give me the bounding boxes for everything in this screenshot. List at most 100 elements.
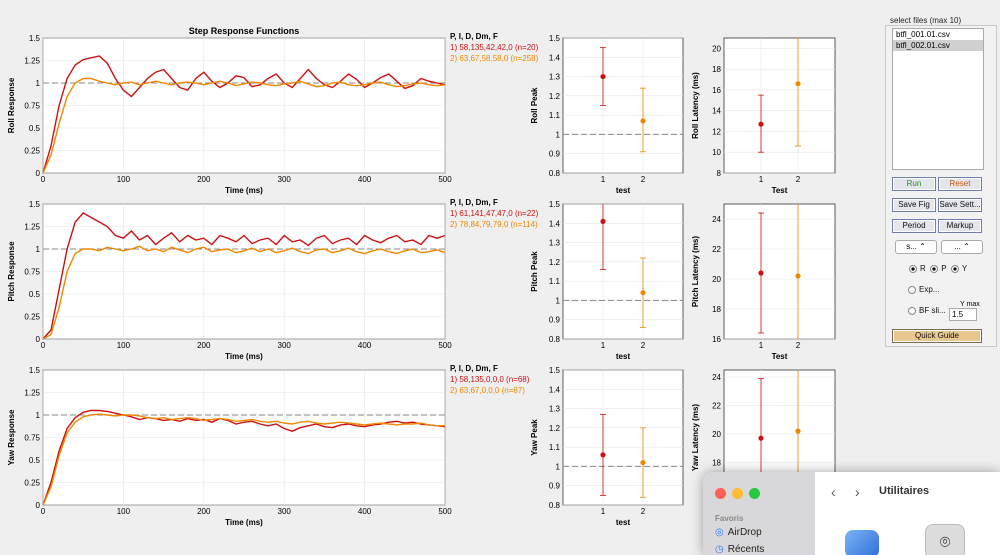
- plot-area: [723, 203, 836, 340]
- data-point: [795, 428, 801, 434]
- finder-content: ‹ › Utilitaires ⌾: [815, 472, 1000, 555]
- data-point: [600, 218, 606, 224]
- x-tick-label: 500: [438, 341, 452, 350]
- step-response-chart: 0 100 200 300 400 500 0 0.25 0.5 0.75 1 1.25 1.5 1) 5…: [7, 364, 530, 527]
- y-tick-label: 0.25: [24, 313, 40, 322]
- finder-window: Favoris ◎ AirDrop ◷ Récents ‹ › Utilitaire…: [703, 472, 1000, 555]
- y-tick-label: 1: [36, 245, 41, 254]
- x-tick-label: 2: [641, 507, 646, 516]
- y-tick-label: 0.5: [29, 456, 41, 465]
- y-axis-label: Roll Response: [7, 77, 16, 133]
- period-button[interactable]: Period: [892, 219, 936, 233]
- data-point: [758, 270, 764, 276]
- y-tick-label: 0.75: [24, 434, 40, 443]
- error-bar-chart: 16 18 20 22 24 1 2 Test Pitch Latency (ms): [691, 203, 836, 361]
- y-tick-label: 1.1: [549, 277, 561, 286]
- file-item[interactable]: btfl_001.01.csv: [896, 30, 950, 39]
- close-window-button[interactable]: [715, 488, 726, 499]
- x-tick-label: 0: [41, 507, 46, 516]
- smoothing-select[interactable]: s... ⌃: [895, 240, 937, 254]
- bf-slider-option[interactable]: BF sli...: [908, 306, 946, 315]
- y-tick-label: 1.3: [549, 405, 561, 414]
- zoom-window-button[interactable]: [749, 488, 760, 499]
- y-tick-label: 22: [712, 245, 721, 254]
- finder-item-airdrop[interactable]: ◎ AirDrop: [715, 527, 762, 538]
- y-tick-label: 0.9: [549, 316, 561, 325]
- y-tick-label: 1.3: [549, 73, 561, 82]
- y-tick-label: 1.2: [549, 424, 561, 433]
- bf-radio[interactable]: [908, 306, 916, 315]
- x-tick-label: 400: [358, 507, 372, 516]
- reset-button[interactable]: Reset: [938, 177, 982, 191]
- y-tick-label: 1.4: [549, 385, 561, 394]
- legend-entry: 1) 61,141,47,47,0 (n=22): [450, 209, 539, 218]
- y-tick-label: 1.3: [549, 239, 561, 248]
- x-tick-label: 100: [117, 507, 131, 516]
- y-tick-label: 1: [556, 296, 561, 305]
- radio-r[interactable]: [909, 264, 917, 273]
- run-button[interactable]: Run: [892, 177, 936, 191]
- y-tick-label: 18: [712, 305, 721, 314]
- legend-header: P, I, D, Dm, F: [450, 198, 498, 207]
- x-tick-label: 300: [278, 507, 292, 516]
- y-tick-label: 10: [712, 148, 721, 157]
- x-tick-label: 400: [358, 175, 372, 184]
- y-tick-label: 16: [712, 335, 721, 344]
- y-tick-label: 1: [36, 79, 41, 88]
- y-axis-label: Pitch Peak: [530, 251, 539, 292]
- file-list[interactable]: btfl_001.01.csv btfl_002.01.csv: [892, 28, 984, 170]
- x-tick-label: 100: [117, 175, 131, 184]
- series-line: [42, 212, 446, 340]
- y-tick-label: 1.25: [24, 389, 40, 398]
- save-fig-button[interactable]: Save Fig: [892, 198, 936, 212]
- ymax-input[interactable]: 1.5: [949, 308, 977, 321]
- y-axis-label: Yaw Latency (ms): [691, 404, 700, 471]
- plot-area: [562, 203, 684, 340]
- x-axis-label: test: [616, 518, 631, 527]
- x-tick-label: 2: [796, 175, 801, 184]
- data-point: [640, 459, 646, 466]
- y-tick-label: 0: [36, 335, 41, 344]
- save-settings-button[interactable]: Save Sett...: [938, 198, 982, 212]
- y-tick-label: 1.5: [549, 34, 561, 43]
- legend-entry: 2) 63,67,0,0,0 (n=87): [450, 386, 525, 395]
- y-tick-label: 0.5: [29, 124, 41, 133]
- finder-item-recents[interactable]: ◷ Récents: [715, 544, 764, 555]
- exp-option[interactable]: Exp...: [908, 285, 939, 294]
- quick-guide-button[interactable]: Quick Guide: [892, 329, 982, 343]
- data-point: [640, 290, 646, 296]
- finder-section-label: Favoris: [715, 514, 744, 523]
- plot-area: [562, 369, 684, 506]
- airdrop-icon: ◎: [715, 527, 724, 538]
- step-chart-title: Step Response Functions: [189, 26, 300, 36]
- x-tick-label: 500: [438, 507, 452, 516]
- y-tick-label: 1.25: [24, 57, 40, 66]
- y-tick-label: 1.5: [549, 366, 561, 375]
- y-tick-label: 1: [36, 411, 41, 420]
- radio-y-label: Y: [961, 264, 968, 273]
- screenshot-app-icon[interactable]: ⌾: [925, 524, 965, 555]
- y-tick-label: 0.8: [549, 169, 561, 178]
- x-axis-label: Time (ms): [225, 518, 263, 527]
- back-button[interactable]: ‹: [831, 484, 836, 500]
- ymax-label: Y max: [960, 301, 980, 308]
- exp-radio[interactable]: [908, 285, 916, 294]
- error-bar-chart: 0.8 0.9 1 1.1 1.2 1.3 1.4 1.5 1 2 test Roll Peak: [530, 34, 684, 195]
- legend-entry: 2) 78,84,79,79,0 (n=114): [450, 220, 538, 229]
- series-line: [42, 245, 446, 340]
- finder-app-icon[interactable]: [845, 530, 879, 555]
- x-tick-label: 0: [41, 341, 46, 350]
- radio-y[interactable]: [950, 264, 959, 273]
- markup-button[interactable]: Markup: [938, 219, 982, 233]
- y-tick-label: 0.5: [29, 290, 41, 299]
- minimize-window-button[interactable]: [732, 488, 743, 499]
- forward-button[interactable]: ›: [855, 484, 860, 500]
- y-tick-label: 1.1: [549, 443, 561, 452]
- radio-p[interactable]: [930, 264, 939, 273]
- x-axis-label: Time (ms): [225, 186, 263, 195]
- y-tick-label: 24: [712, 215, 721, 224]
- option-select[interactable]: ... ⌃: [941, 240, 983, 254]
- y-tick-label: 1.4: [549, 219, 561, 228]
- file-item[interactable]: btfl_002.01.csv: [893, 40, 983, 51]
